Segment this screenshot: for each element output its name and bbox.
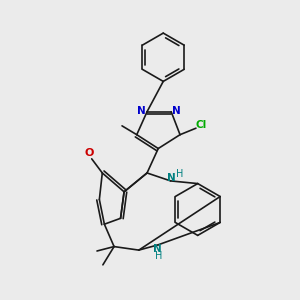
Text: N: N: [153, 244, 162, 254]
Text: N: N: [137, 106, 146, 116]
Text: H: H: [176, 169, 183, 179]
Text: Cl: Cl: [196, 120, 207, 130]
Text: O: O: [84, 148, 93, 158]
Text: H: H: [155, 251, 163, 261]
Text: N: N: [172, 106, 181, 116]
Text: N: N: [167, 173, 176, 183]
